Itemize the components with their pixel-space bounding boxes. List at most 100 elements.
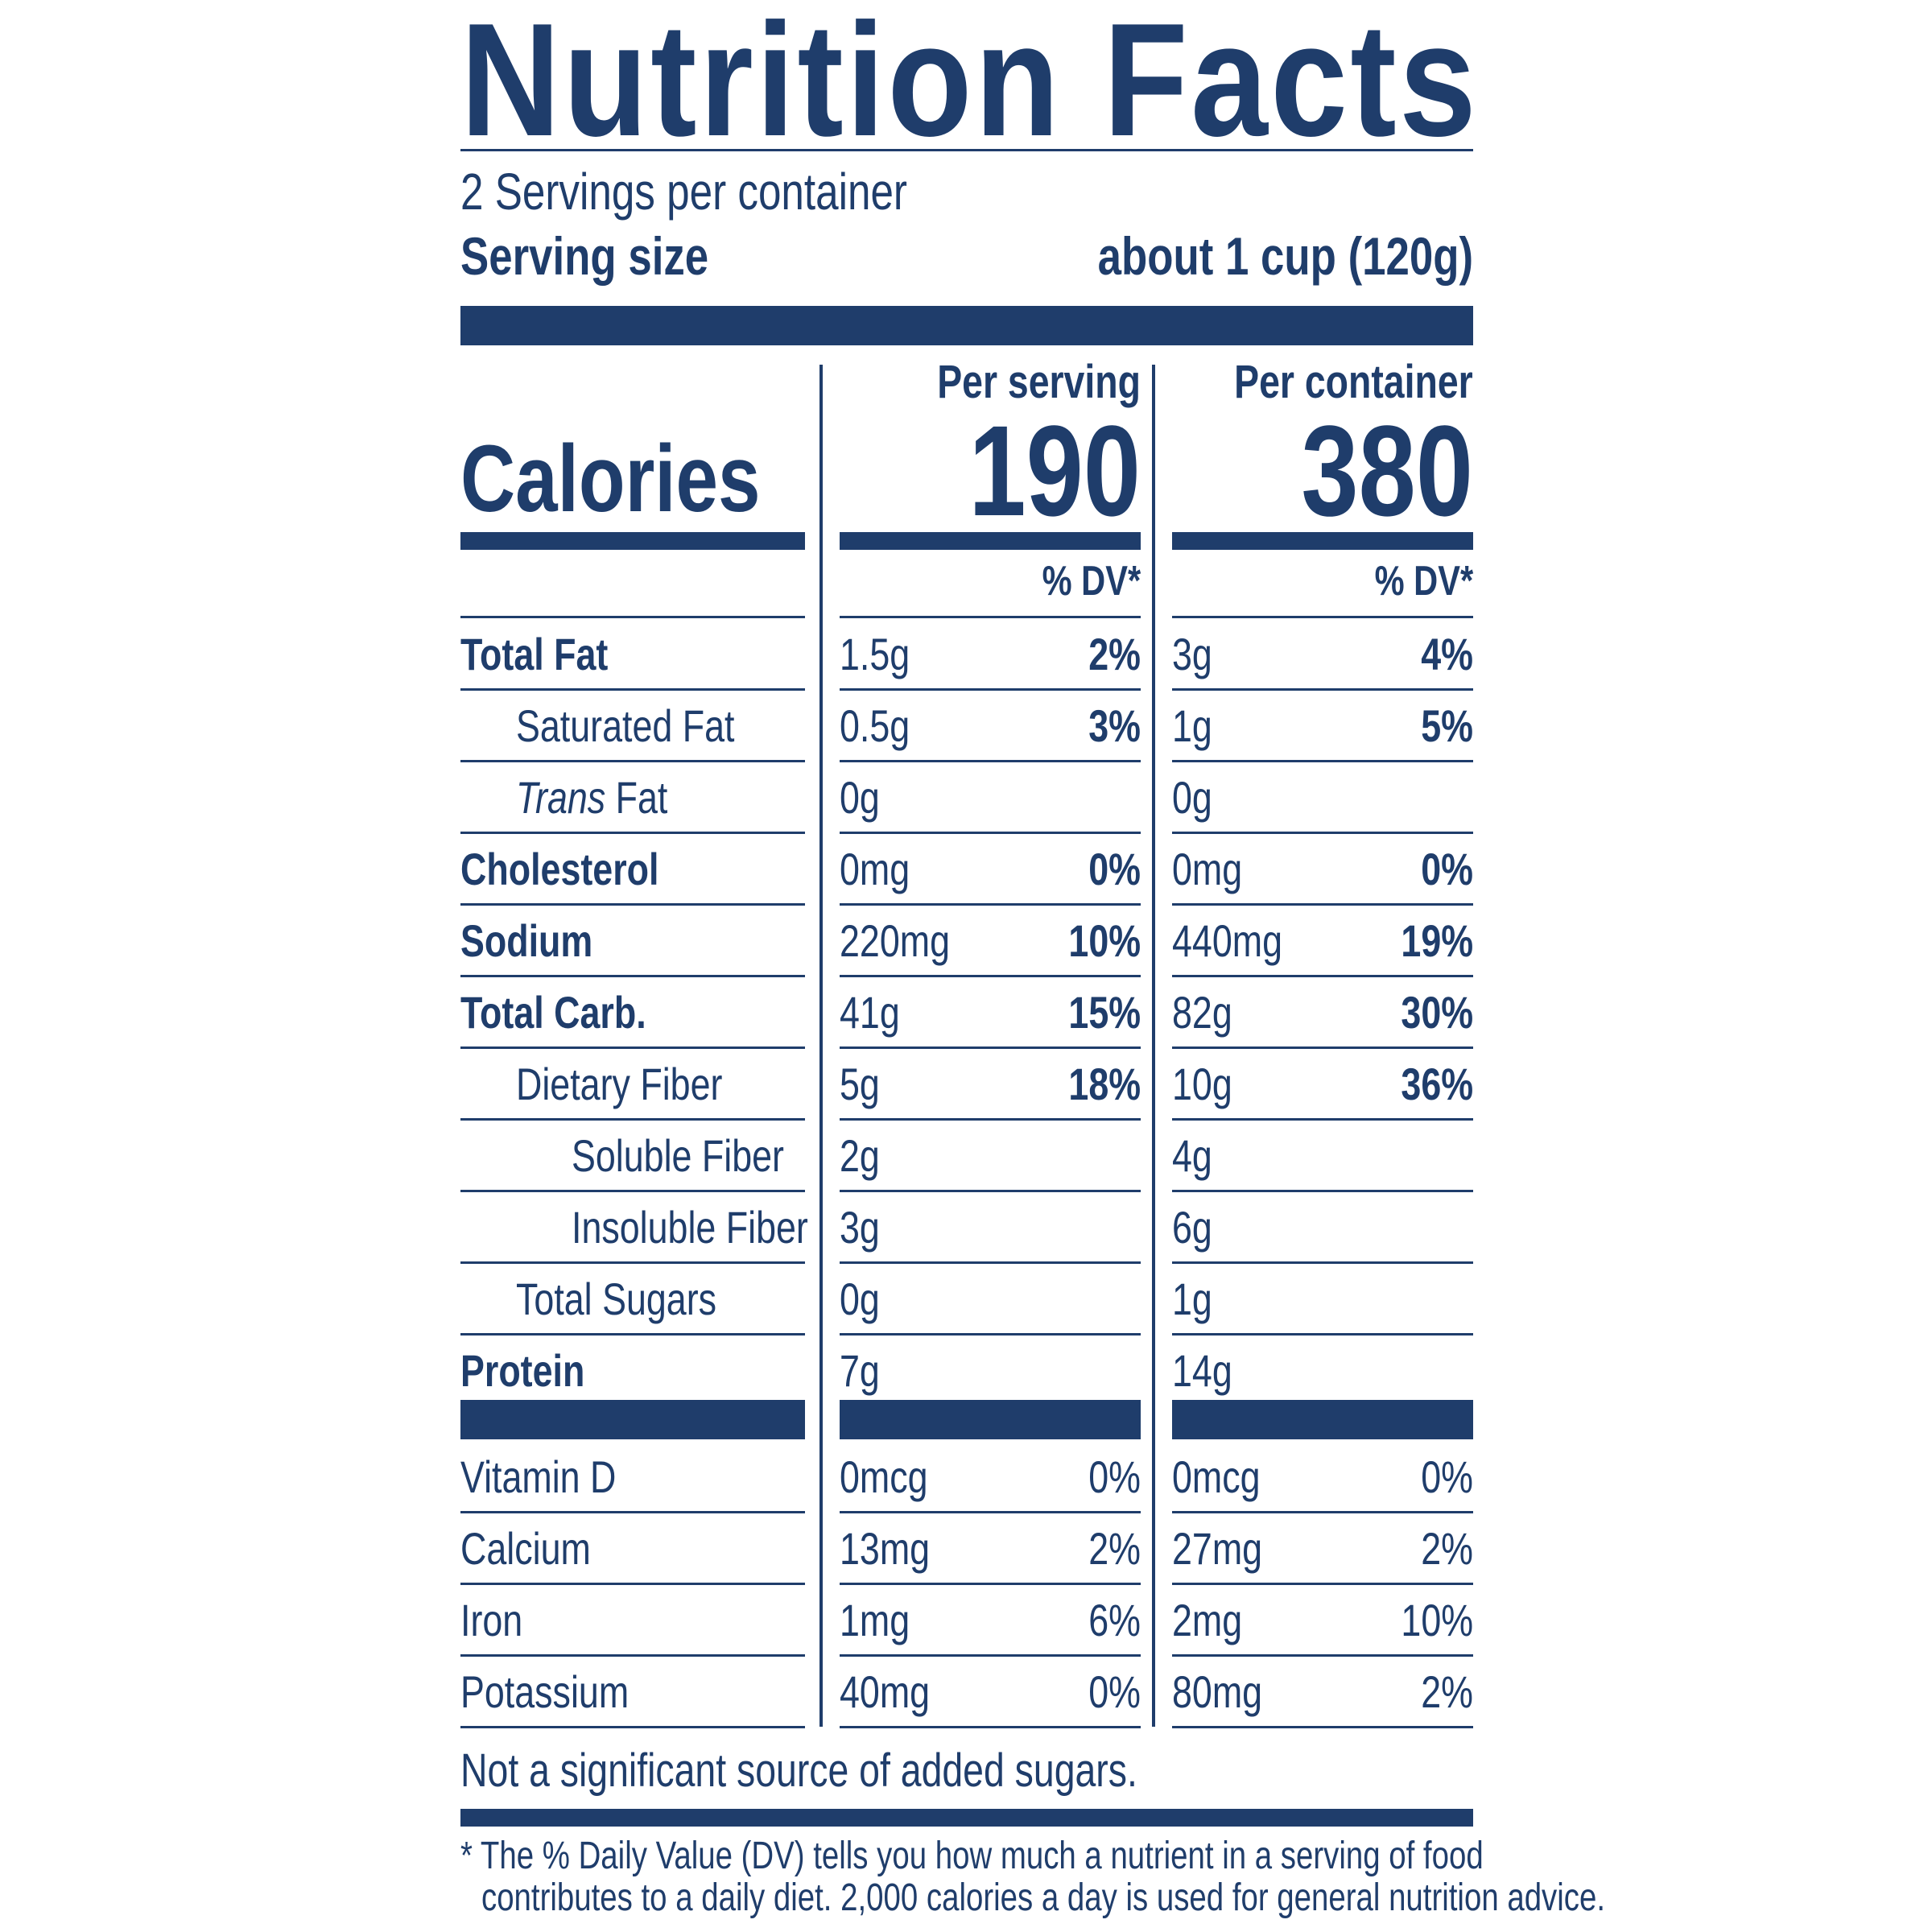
calories-bar	[1172, 532, 1473, 550]
nutrient-label: Total Carb.	[460, 987, 646, 1038]
nutrient-name: Total Fat	[460, 618, 645, 690]
nutrient-name: Calcium	[460, 1513, 623, 1584]
amount-container: 80mg	[1172, 1656, 1285, 1728]
dv-container: 5%	[1172, 690, 1473, 762]
amount-value: 0g	[840, 772, 880, 823]
row-rule	[840, 975, 1141, 977]
nutrient-label: Iron	[460, 1595, 523, 1645]
dv-container: 36%	[1172, 1048, 1473, 1120]
footnote-line-1: * The % Daily Value (DV) tells you how m…	[460, 1835, 1484, 1877]
dv-value: 0%	[1421, 844, 1473, 894]
row-rule	[1172, 1583, 1473, 1585]
nutrient-name: Iron	[460, 1584, 539, 1656]
nutrient-label: Insoluble Fiber	[572, 1202, 808, 1253]
dv-value: 30%	[1401, 987, 1473, 1038]
vitamin-bar	[840, 1400, 1141, 1439]
amount-value: 27mg	[1172, 1523, 1263, 1574]
amount-serving: 1mg	[840, 1584, 927, 1656]
amount-container: 27mg	[1172, 1513, 1285, 1584]
nutrient-name: Total Carb.	[460, 976, 692, 1048]
calories-bar	[460, 532, 805, 550]
dv-container: 30%	[1172, 976, 1473, 1048]
dv-container: 2%	[1172, 1656, 1473, 1728]
vitamin-bar	[460, 1400, 805, 1439]
row-rule	[1172, 1333, 1473, 1335]
dv-value: 19%	[1401, 915, 1473, 966]
footer-bar	[460, 1809, 1473, 1827]
amount-serving: 1.5g	[840, 618, 927, 690]
nutrient-label: Total Sugars	[516, 1274, 717, 1324]
amount-value: 1mg	[840, 1595, 910, 1645]
dv-container: 10%	[1172, 1584, 1473, 1656]
nutrient-name: Protein	[460, 1335, 616, 1406]
amount-value: 1g	[1172, 700, 1212, 751]
amount-value: 40mg	[840, 1666, 931, 1717]
row-rule	[460, 1583, 805, 1585]
row-rule	[1172, 1654, 1473, 1657]
amount-serving: 41g	[840, 976, 914, 1048]
amount-value: 0mg	[1172, 844, 1243, 894]
amount-value: 2mg	[1172, 1595, 1243, 1645]
amount-value: 0g	[840, 1274, 880, 1324]
amount-value: 82g	[1172, 987, 1232, 1038]
amount-value: 10g	[1172, 1059, 1232, 1109]
amount-container: 10g	[1172, 1048, 1247, 1120]
amount-value: 0mcg	[1172, 1451, 1261, 1502]
amount-container: 440mg	[1172, 905, 1310, 976]
vitamin-bar	[1172, 1400, 1473, 1439]
amount-value: 5g	[840, 1059, 880, 1109]
nutrient-name: Cholesterol	[460, 833, 708, 905]
row-rule	[840, 1654, 1141, 1657]
nutrient-name: Dietary Fiber	[516, 1048, 774, 1120]
column-divider	[819, 365, 823, 1727]
nutrient-label: Trans Fat	[516, 772, 668, 823]
amount-container: 0g	[1172, 762, 1222, 833]
amount-serving: 0g	[840, 1263, 890, 1335]
amount-container: 1g	[1172, 1263, 1222, 1335]
row-rule	[1172, 1190, 1473, 1192]
row-rule	[460, 832, 805, 834]
column-divider	[1152, 365, 1155, 1727]
footnote-line-2: contributes to a daily diet. 2,000 calor…	[481, 1876, 1606, 1919]
nutrient-name: Sodium	[460, 905, 625, 976]
nutrient-label-italic: Trans	[516, 772, 606, 823]
dv-value: 0%	[1088, 1666, 1141, 1717]
dv-serving: 15%	[840, 976, 1141, 1048]
nutrient-label: Cholesterol	[460, 844, 659, 894]
row-rule	[460, 975, 805, 977]
dv-serving: 2%	[840, 618, 1141, 690]
amount-value: 440mg	[1172, 915, 1282, 966]
row-rule	[840, 616, 1141, 618]
row-rule	[840, 1118, 1141, 1121]
amount-container: 0mg	[1172, 833, 1260, 905]
dv-value: 6%	[1088, 1595, 1141, 1645]
row-rule	[840, 1333, 1141, 1335]
label-title: Nutrition Facts	[460, 0, 1480, 170]
amount-value: 220mg	[840, 915, 950, 966]
dv-value: 2%	[1088, 1523, 1141, 1574]
row-rule	[840, 1261, 1141, 1264]
dv-container: 0%	[1172, 833, 1473, 905]
nutrient-name: Trans Fat	[516, 762, 705, 833]
calories-label: Calories	[460, 426, 761, 532]
row-rule	[1172, 760, 1473, 762]
nutrient-name: Insoluble Fiber	[572, 1191, 867, 1263]
amount-container: 14g	[1172, 1335, 1247, 1406]
row-rule	[460, 688, 805, 691]
nutrient-label: Protein	[460, 1345, 585, 1396]
nutrient-name: Soluble Fiber	[572, 1120, 837, 1191]
amount-value: 3g	[840, 1202, 880, 1253]
amount-value: 0mg	[840, 844, 910, 894]
row-rule	[460, 1333, 805, 1335]
row-rule	[460, 1261, 805, 1264]
dv-value: 5%	[1421, 700, 1473, 751]
dv-value: 4%	[1421, 629, 1473, 679]
amount-serving: 3g	[840, 1191, 890, 1263]
row-rule	[1172, 1118, 1473, 1121]
serving-size-label: Serving size	[460, 226, 709, 286]
amount-serving: 13mg	[840, 1513, 952, 1584]
dv-serving: 3%	[840, 690, 1141, 762]
row-rule	[1172, 1046, 1473, 1049]
dv-value: 0%	[1088, 844, 1141, 894]
dv-serving: 0%	[840, 1656, 1141, 1728]
